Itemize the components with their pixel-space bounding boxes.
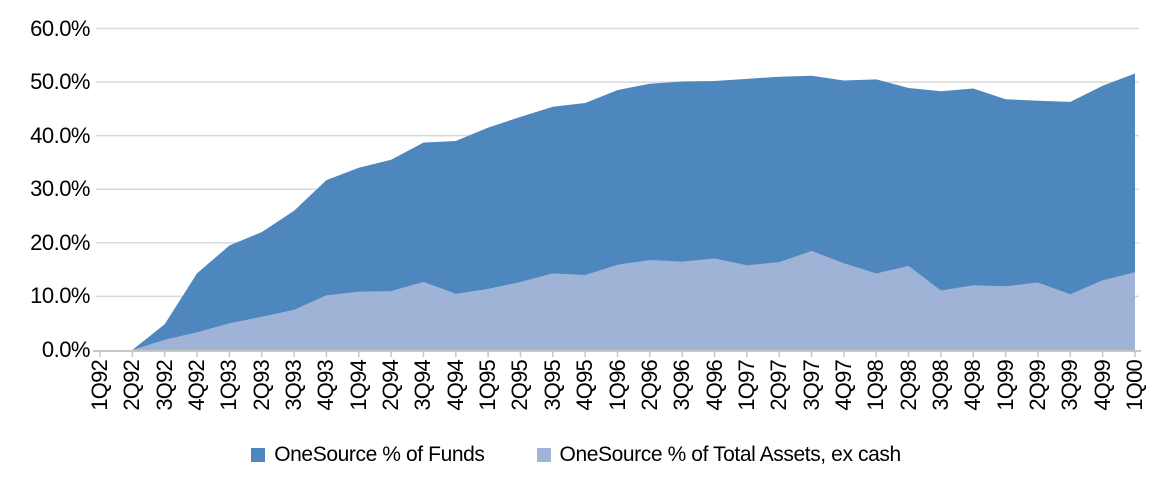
x-axis-tick-label: 2Q97	[766, 360, 792, 411]
legend: OneSource % of Funds OneSource % of Tota…	[0, 443, 1152, 467]
x-axis-tick-label: 4Q92	[184, 360, 210, 411]
x-axis-tick-label: 2Q94	[378, 360, 404, 411]
x-axis-tick-label: 2Q93	[248, 360, 274, 411]
x-axis-tick-label: 4Q94	[442, 360, 468, 411]
x-axis-tick-label: 3Q95	[539, 360, 565, 411]
assets-series-swatch-icon	[536, 448, 551, 462]
x-axis-tick-label: 4Q99	[1089, 360, 1115, 411]
y-axis-tick-label: 0.0%	[41, 337, 91, 362]
legend-item-assets[interactable]: OneSource % of Total Assets, ex cash	[536, 443, 902, 467]
x-axis-tick-label: 4Q97	[830, 360, 856, 411]
x-axis-tick-label: 2Q99	[1024, 360, 1050, 411]
x-axis-tick-label: 1Q92	[87, 360, 112, 411]
x-axis-tick-label: 1Q96	[604, 360, 630, 411]
x-axis-tick-label: 3Q99	[1057, 360, 1083, 411]
assets-series-label: OneSource % of Total Assets, ex cash	[559, 443, 902, 466]
x-axis-tick-label: 3Q92	[151, 360, 177, 411]
x-axis-tick-label: 1Q98	[863, 360, 889, 411]
x-axis-tick-label: 2Q92	[119, 360, 145, 411]
y-axis-tick-label: 20.0%	[30, 229, 90, 255]
y-axis-tick-label: 10.0%	[30, 283, 90, 309]
x-axis-tick-label: 1Q99	[992, 360, 1018, 411]
x-axis-tick-label: 4Q93	[313, 360, 339, 411]
x-axis-tick-label: 1Q00	[1122, 360, 1147, 411]
x-axis-tick-label: 2Q96	[636, 360, 662, 411]
x-axis-tick-label: 2Q98	[895, 360, 921, 411]
x-axis-tick-label: 4Q96	[701, 360, 727, 411]
x-axis-tick-label: 4Q98	[960, 360, 986, 411]
x-axis-tick-label: 3Q96	[669, 360, 695, 411]
assets-area-series	[100, 250, 1135, 350]
y-axis-tick-label: 40.0%	[30, 122, 90, 148]
legend-item-funds[interactable]: OneSource % of Funds	[251, 443, 485, 467]
x-axis-tick-label: 3Q97	[798, 360, 824, 411]
x-axis-tick-label: 2Q95	[507, 360, 533, 411]
x-axis-tick-label: 3Q98	[927, 360, 953, 411]
y-axis-tick-label: 60.0%	[30, 15, 90, 41]
x-axis-tick-label: 4Q95	[572, 360, 598, 411]
x-axis-tick-label: 1Q97	[733, 360, 759, 411]
funds-series-swatch-icon	[251, 448, 266, 462]
y-axis-tick-label: 30.0%	[30, 176, 90, 202]
x-axis-tick-label: 1Q94	[345, 360, 371, 411]
x-axis-tick-label: 1Q95	[475, 360, 501, 411]
y-axis-tick-label: 50.0%	[30, 69, 90, 95]
funds-series-label: OneSource % of Funds	[274, 443, 485, 466]
x-axis-tick-label: 3Q93	[281, 360, 307, 411]
x-axis-tick-label: 1Q93	[216, 360, 242, 411]
x-axis-tick-label: 3Q94	[410, 360, 436, 411]
